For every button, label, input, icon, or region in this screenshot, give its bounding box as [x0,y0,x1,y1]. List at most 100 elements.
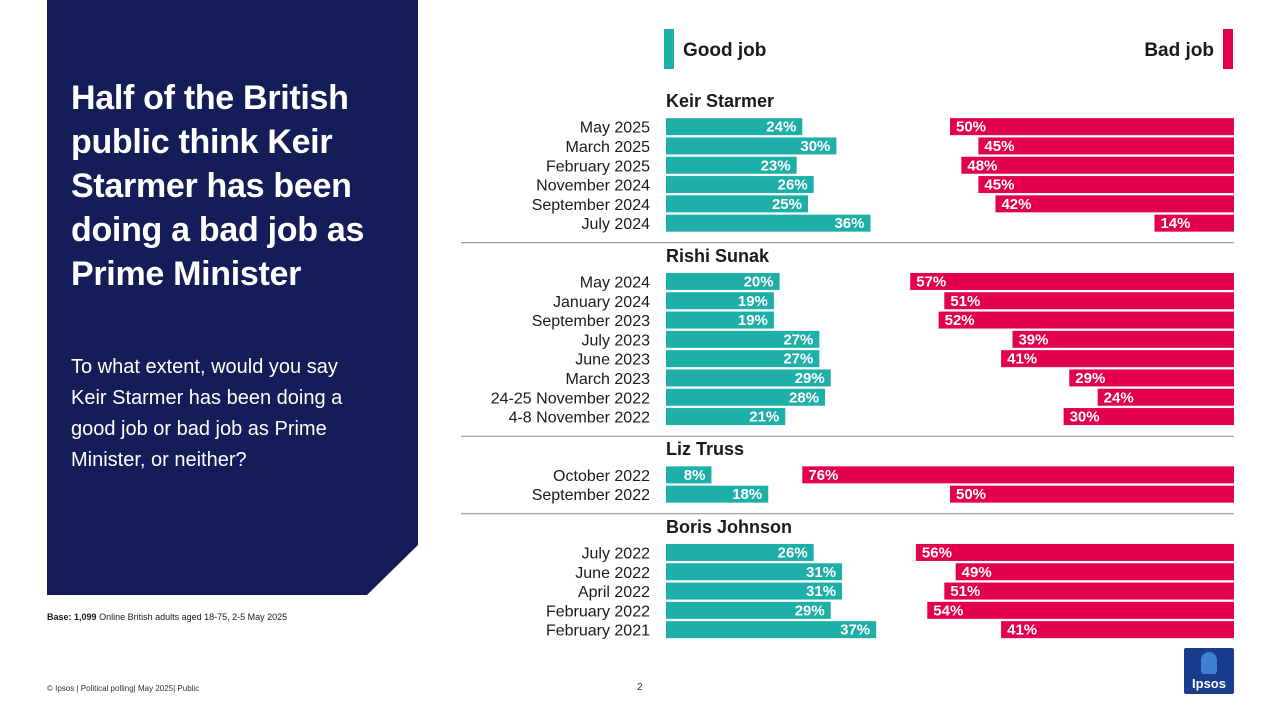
row-label: April 2022 [578,584,650,601]
good-bar [666,195,808,213]
bad-bar [1001,621,1234,639]
bad-value-label: 41% [1007,351,1037,368]
legend-bad-label: Bad job [1144,40,1214,61]
row-label: June 2022 [575,565,650,582]
bad-value-label: 41% [1007,622,1037,639]
row-label: September 2023 [532,313,650,330]
bad-value-label: 51% [950,293,980,310]
bad-bar [938,311,1234,329]
good-bar [666,388,826,406]
bad-value-label: 54% [933,602,963,619]
survey-question: To what extent, would you say Keir Starm… [71,356,343,471]
bad-bar [978,176,1234,194]
bad-value-label: 50% [956,119,986,136]
bad-value-label: 39% [1018,331,1048,348]
bad-bar [1012,330,1234,348]
good-value-label: 19% [738,293,768,310]
bad-bar [995,195,1234,213]
legend-bad-swatch [1223,29,1233,69]
row-label: 24-25 November 2022 [491,390,650,407]
row-label: July 2022 [582,545,651,562]
good-value-label: 26% [778,544,808,561]
good-bar [666,582,843,600]
bad-bar [978,137,1234,155]
base-label: Base: [47,612,72,622]
bad-bar [910,272,1234,290]
bad-value-label: 48% [967,157,997,174]
bad-bar [802,466,1234,484]
legend-good-swatch [664,29,674,69]
title-panel [47,0,418,595]
logo-text: Ipsos [1192,676,1226,691]
bad-bar [950,118,1234,136]
group-title: Rishi Sunak [666,246,770,266]
row-label: September 2022 [532,487,650,504]
bad-value-label: 45% [984,138,1014,155]
good-bar [666,563,843,581]
page-number: 2 [637,682,643,693]
good-value-label: 36% [834,215,864,232]
good-value-label: 28% [789,389,819,406]
headline: Half of the British public think Keir St… [71,79,365,293]
good-value-label: 31% [806,564,836,581]
good-bar [666,311,774,329]
good-value-label: 27% [783,351,813,368]
bad-value-label: 56% [922,544,952,561]
bad-bar [1001,350,1234,368]
row-label: July 2024 [582,216,651,233]
bad-bar [961,156,1234,174]
bad-bar [1069,369,1234,387]
bad-value-label: 30% [1070,409,1100,426]
group-title: Boris Johnson [666,517,792,537]
ipsos-logo: Ipsos [1184,648,1234,694]
bad-value-label: 29% [1075,370,1105,387]
row-label: February 2021 [546,623,650,640]
bad-value-label: 45% [984,177,1014,194]
bad-bar [955,563,1234,581]
good-value-label: 27% [783,331,813,348]
good-value-label: 26% [778,177,808,194]
row-label: 4-8 November 2022 [509,410,651,427]
good-bar [666,156,797,174]
bad-bar [1154,214,1234,232]
base-note: Base: 1,099 Online British adults aged 1… [47,612,287,622]
bad-bar [950,485,1234,503]
good-value-label: 25% [772,196,802,213]
bad-bar [915,543,1234,561]
bad-value-label: 14% [1160,215,1190,232]
good-value-label: 23% [761,157,791,174]
row-label: March 2025 [566,139,651,156]
base-value: 1,099 [74,612,97,622]
row-label: March 2023 [566,371,651,388]
logo-mark-icon [1201,652,1217,674]
good-bar [666,214,871,232]
bad-value-label: 42% [1001,196,1031,213]
good-value-label: 37% [840,622,870,639]
good-value-label: 18% [732,486,762,503]
good-value-label: 29% [795,370,825,387]
group-title: Liz Truss [666,439,744,459]
good-bar [666,330,820,348]
good-bar [666,137,837,155]
bad-value-label: 57% [916,273,946,290]
good-bar [666,369,831,387]
good-bar [666,350,820,368]
bad-value-label: 76% [808,467,838,484]
good-value-label: 29% [795,602,825,619]
row-label: June 2023 [575,352,650,369]
good-bar [666,601,831,619]
group-title: Keir Starmer [666,91,774,111]
row-label: February 2025 [546,158,650,175]
bad-bar [1097,388,1234,406]
good-value-label: 31% [806,583,836,600]
bad-bar [944,582,1234,600]
good-bar [666,292,774,310]
good-value-label: 30% [800,138,830,155]
bad-value-label: 24% [1104,389,1134,406]
good-value-label: 19% [738,312,768,329]
base-text: Online British adults aged 18-75, 2-5 Ma… [99,612,288,622]
row-label: October 2022 [553,468,650,485]
row-label: January 2024 [553,294,650,311]
bad-value-label: 49% [962,564,992,581]
